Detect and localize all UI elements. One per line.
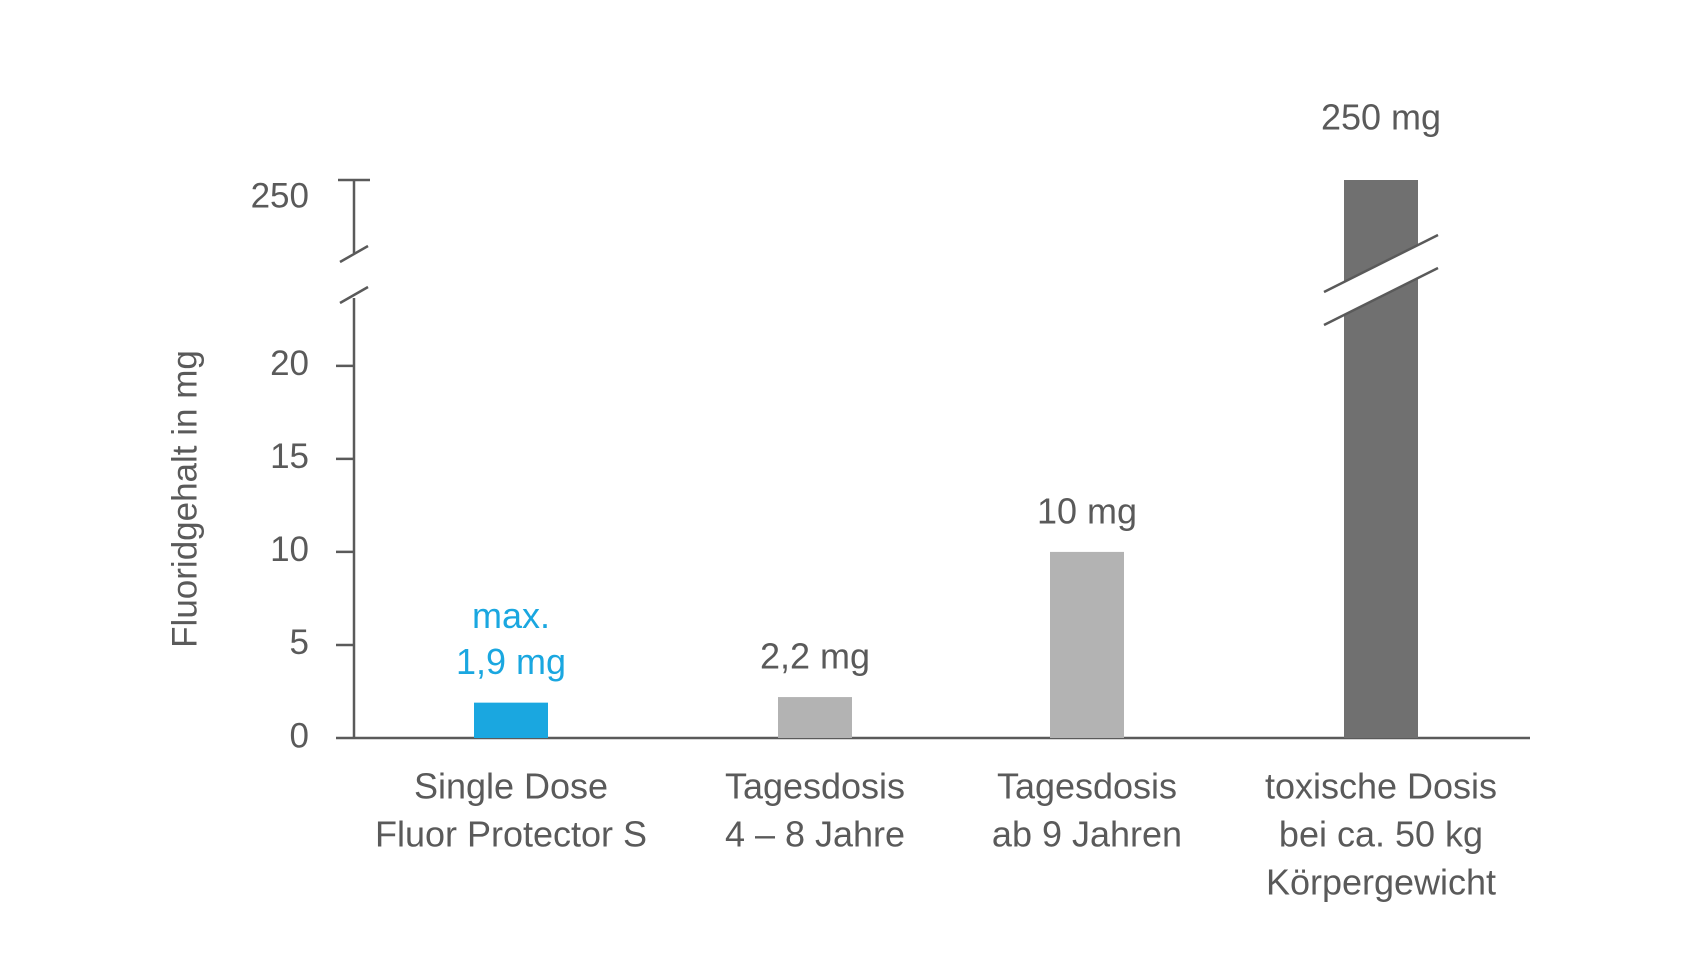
y-tick-label: 250 bbox=[251, 176, 309, 215]
bar bbox=[474, 702, 548, 738]
axis-break bbox=[339, 285, 369, 305]
x-tick-label: Tagesdosis bbox=[997, 766, 1177, 807]
x-tick-label: toxische Dosis bbox=[1265, 766, 1497, 807]
bar-break-gap bbox=[1324, 235, 1438, 325]
x-tick-label: ab 9 Jahren bbox=[992, 814, 1182, 855]
bar-break bbox=[1323, 233, 1439, 294]
x-tick-label: Körpergewicht bbox=[1266, 862, 1496, 903]
x-tick-label: 4 – 8 Jahre bbox=[725, 814, 905, 855]
value-label: 2,2 mg bbox=[760, 636, 870, 677]
y-tick-label: 5 bbox=[290, 623, 309, 662]
y-tick-label: 20 bbox=[270, 344, 309, 383]
y-tick-label: 15 bbox=[270, 437, 309, 476]
bar bbox=[1050, 551, 1124, 738]
x-tick-label: bei ca. 50 kg bbox=[1279, 814, 1483, 855]
x-tick-label: Single Dose bbox=[414, 766, 608, 807]
bar-break bbox=[1323, 266, 1439, 327]
value-label: 250 mg bbox=[1321, 97, 1441, 138]
x-tick-label: Fluor Protector S bbox=[375, 814, 647, 855]
y-tick-label: 10 bbox=[270, 530, 309, 569]
value-label: 1,9 mg bbox=[456, 641, 566, 682]
value-label: 10 mg bbox=[1037, 490, 1137, 531]
y-tick-label: 0 bbox=[290, 716, 309, 755]
x-tick-label: Tagesdosis bbox=[725, 766, 905, 807]
value-label: max. bbox=[472, 595, 550, 636]
axis-break bbox=[339, 244, 369, 264]
bar bbox=[778, 697, 852, 738]
y-axis-title: Fluoridgehalt in mg bbox=[165, 350, 204, 648]
